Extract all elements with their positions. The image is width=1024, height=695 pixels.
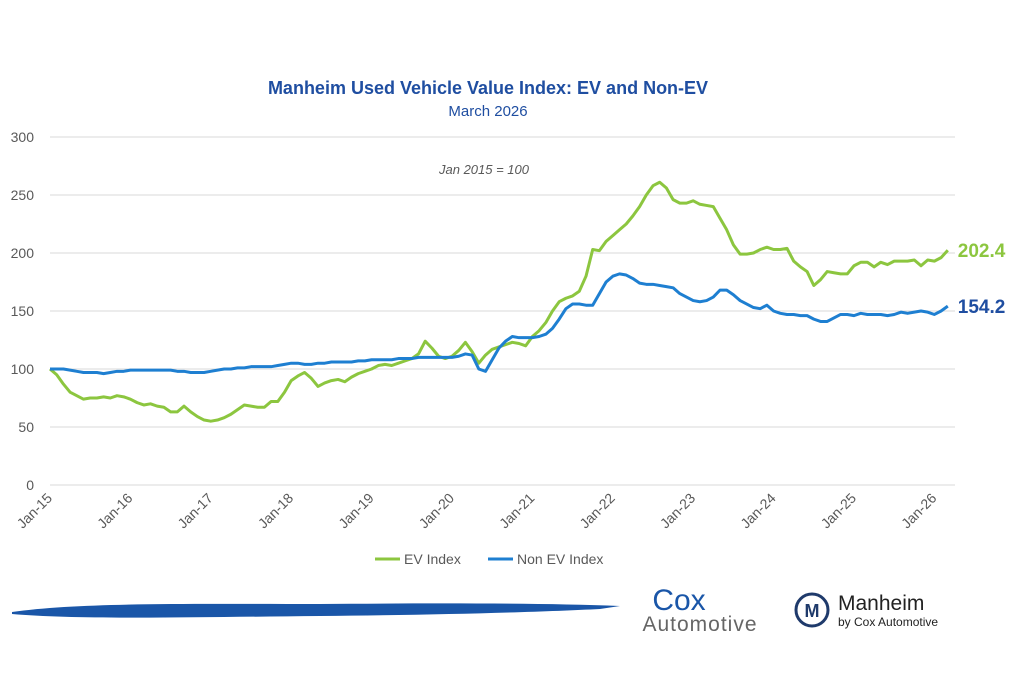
y-tick-label: 250 [11, 187, 35, 203]
data-line [50, 272, 949, 376]
x-tick-label: Jan-20 [416, 490, 458, 532]
end-value-label: 154.2 [958, 297, 1006, 318]
cox-logo-text: Cox [652, 584, 705, 617]
x-tick-label: Jan-18 [255, 490, 297, 532]
footer: Cox Automotive M Manheim by Cox Automoti… [12, 584, 938, 636]
x-tick-label: Jan-21 [496, 490, 538, 532]
y-tick-label: 50 [18, 419, 34, 435]
manheim-logo-mark: M [805, 601, 820, 621]
plot-area: 0 50 100 150 200 250 300 Jan-15 Jan-16 Jan-17 Jan-… [11, 129, 1006, 531]
x-tick-label: Jan-24 [737, 490, 779, 532]
annotation: Jan 2015 = 100 [438, 162, 530, 177]
chart-subtitle: March 2026 [448, 103, 527, 120]
end-value-label: 202.4 [958, 241, 1006, 262]
data-line [49, 180, 949, 423]
legend-label: Non EV Index [517, 551, 603, 567]
y-tick-label: 150 [11, 303, 35, 319]
y-tick-label: 200 [11, 245, 35, 261]
y-tick-label: 100 [11, 361, 35, 377]
x-tick-label: Jan-23 [657, 490, 699, 532]
y-tick-label: 300 [11, 129, 35, 145]
manheim-logo [794, 592, 830, 628]
legend-label: EV Index [404, 551, 461, 567]
brush-stroke [12, 603, 620, 618]
x-tick-label: Jan-22 [576, 490, 618, 532]
x-tick-label: Jan-16 [94, 490, 136, 532]
manheim-logo-text: by Cox Automotive [838, 615, 938, 629]
legend: EV Index Non EV Index [375, 551, 603, 567]
x-tick-label: Jan-17 [174, 490, 216, 532]
x-tick-label: Jan-19 [335, 490, 377, 532]
manheim-logo-text: Manheim [838, 592, 924, 615]
x-tick-label: Jan-25 [818, 490, 860, 532]
x-tick-label: Jan-15 [14, 490, 56, 532]
cox-logo-text: Automotive [642, 613, 757, 636]
x-tick-label: Jan-26 [898, 490, 940, 532]
y-tick-label: 0 [26, 477, 34, 493]
chart-title: Manheim Used Vehicle Value Index: EV and… [268, 78, 708, 98]
